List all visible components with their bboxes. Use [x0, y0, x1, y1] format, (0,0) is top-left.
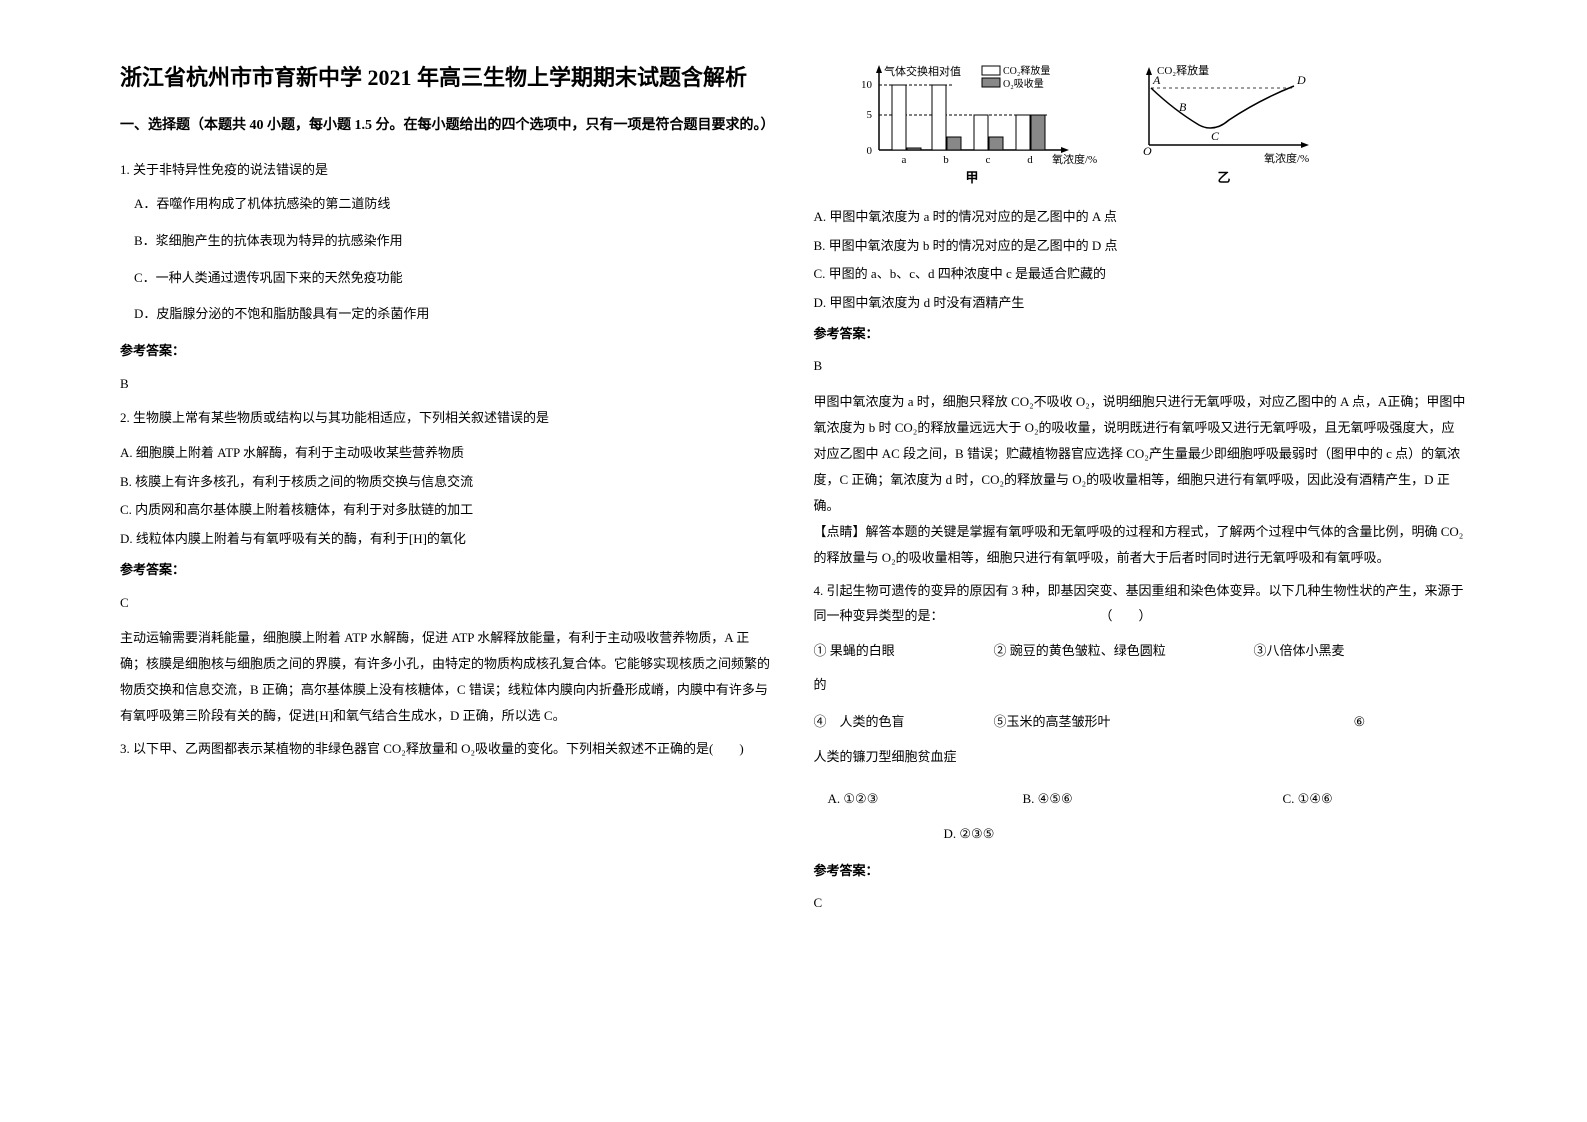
q2-answer-label: 参考答案： — [120, 558, 774, 583]
q4-items-row1: ① 果蝇的白眼 ② 豌豆的黄色皱粒、绿色圆粒 ③八倍体小黑麦 — [814, 639, 1468, 664]
svg-text:10: 10 — [861, 79, 873, 91]
chart-yi-svg: A B C D O CO₂释放量 氧浓度/% 乙 — [1129, 60, 1329, 190]
svg-text:0: 0 — [866, 145, 872, 157]
q1-text: 1. 关于非特异性免疫的说法错误的是 — [120, 158, 774, 183]
q4-item-4: ④ 人类的色盲 — [814, 710, 994, 735]
q2-explanation: 主动运输需要消耗能量，细胞膜上附着 ATP 水解酶，促进 ATP 水解释放能量，… — [120, 625, 774, 729]
q4-item-6b: 人类的镰刀型细胞贫血症 — [814, 745, 1468, 770]
q3-answer-label: 参考答案： — [814, 322, 1468, 347]
svg-text:D: D — [1296, 73, 1306, 87]
q2-answer: C — [120, 591, 774, 616]
q4-options-row1: A. ①②③ B. ④⑤⑥ C. ①④⑥ — [814, 787, 1468, 812]
svg-text:乙: 乙 — [1217, 170, 1230, 185]
q4-option-b: B. ④⑤⑥ — [1023, 787, 1283, 812]
question-4: 4. 引起生物可遗传的变异的原因有 3 种，即基因突变、基因重组和染色体变异。以… — [814, 579, 1468, 916]
svg-text:甲: 甲 — [965, 170, 978, 185]
section-header: 一、选择题（本题共 40 小题，每小题 1.5 分。在每小题给出的四个选项中，只… — [120, 115, 774, 137]
svg-text:5: 5 — [866, 109, 872, 121]
q1-option-d: D．皮脂腺分泌的不饱和脂肪酸具有一定的杀菌作用 — [134, 302, 774, 327]
svg-text:a: a — [901, 154, 906, 166]
q4-text: 4. 引起生物可遗传的变异的原因有 3 种，即基因突变、基因重组和染色体变异。以… — [814, 579, 1468, 628]
chart-jia-svg: 0 5 10 a b c d — [854, 60, 1099, 190]
q3-answer: B — [814, 354, 1468, 379]
chart-jia: 0 5 10 a b c d — [854, 60, 1099, 190]
q4-items-row2: ④ 人类的色盲 ⑤玉米的高茎皱形叶 ⑥ — [814, 710, 1468, 735]
q1-answer-label: 参考答案： — [120, 339, 774, 364]
question-3-part1: 3. 以下甲、乙两图都表示某植物的非绿色器官 CO₂释放量和 O₂吸收量的变化。… — [120, 737, 774, 762]
svg-text:CO₂释放量: CO₂释放量 — [1003, 64, 1050, 77]
left-column: 浙江省杭州市市育新中学 2021 年高三生物上学期期末试题含解析 一、选择题（本… — [100, 60, 794, 1062]
q4-answer: C — [814, 891, 1468, 916]
q2-option-b: B. 核膜上有许多核孔，有利于核质之间的物质交换与信息交流 — [120, 470, 774, 495]
q4-item-6: ⑥ — [1354, 710, 1366, 735]
q4-item-3b: 的 — [814, 673, 1468, 698]
svg-text:氧浓度/%: 氧浓度/% — [1264, 151, 1309, 165]
right-column: 0 5 10 a b c d — [794, 60, 1488, 1062]
q1-option-a: A．吞噬作用构成了机体抗感染的第二道防线 — [134, 192, 774, 217]
chart-yi: A B C D O CO₂释放量 氧浓度/% 乙 — [1129, 60, 1329, 190]
q4-option-a: A. ①②③ — [828, 787, 1023, 812]
q4-option-c: C. ①④⑥ — [1283, 787, 1333, 812]
q3-option-c: C. 甲图的 a、b、c、d 四种浓度中 c 是最适合贮藏的 — [814, 262, 1468, 287]
svg-text:B: B — [1179, 100, 1187, 114]
question-2: 2. 生物膜上常有某些物质或结构以与其功能相适应，下列相关叙述错误的是 A. 细… — [120, 406, 774, 729]
svg-text:气体交换相对值: 气体交换相对值 — [884, 64, 961, 78]
document-title: 浙江省杭州市市育新中学 2021 年高三生物上学期期末试题含解析 — [120, 60, 774, 95]
q2-option-a: A. 细胞膜上附着 ATP 水解酶，有利于主动吸收某些营养物质 — [120, 441, 774, 466]
q4-option-d: D. ②③⑤ — [944, 822, 1468, 847]
question-1: 1. 关于非特异性免疫的说法错误的是 A．吞噬作用构成了机体抗感染的第二道防线 … — [120, 158, 774, 397]
q1-option-b: B．浆细胞产生的抗体表现为特异的抗感染作用 — [134, 229, 774, 254]
q2-text: 2. 生物膜上常有某些物质或结构以与其功能相适应，下列相关叙述错误的是 — [120, 406, 774, 431]
q4-answer-label: 参考答案： — [814, 859, 1468, 884]
svg-text:c: c — [985, 154, 990, 166]
q4-item-3: ③八倍体小黑麦 — [1254, 639, 1345, 664]
q3-option-a: A. 甲图中氧浓度为 a 时的情况对应的是乙图中的 A 点 — [814, 205, 1468, 230]
q1-answer: B — [120, 372, 774, 397]
svg-text:d: d — [1027, 154, 1033, 166]
svg-text:O₂吸收量: O₂吸收量 — [1003, 77, 1044, 90]
q3-option-b: B. 甲图中氧浓度为 b 时的情况对应的是乙图中的 D 点 — [814, 234, 1468, 259]
svg-text:氧浓度/%: 氧浓度/% — [1052, 152, 1097, 166]
q2-option-d: D. 线粒体内膜上附着与有氧呼吸有关的酶，有利于[H]的氧化 — [120, 527, 774, 552]
q3-explanation2: 【点睛】解答本题的关键是掌握有氧呼吸和无氧呼吸的过程和方程式，了解两个过程中气体… — [814, 519, 1468, 571]
svg-text:C: C — [1211, 129, 1220, 143]
q3-option-d: D. 甲图中氧浓度为 d 时没有酒精产生 — [814, 291, 1468, 316]
svg-text:b: b — [943, 154, 949, 166]
svg-text:O: O — [1143, 144, 1152, 158]
q3-figures: 0 5 10 a b c d — [814, 60, 1468, 190]
q1-option-c: C．一种人类通过遗传巩固下来的天然免疫功能 — [134, 266, 774, 291]
question-3-part2: A. 甲图中氧浓度为 a 时的情况对应的是乙图中的 A 点 B. 甲图中氧浓度为… — [814, 205, 1468, 571]
q3-text: 3. 以下甲、乙两图都表示某植物的非绿色器官 CO₂释放量和 O₂吸收量的变化。… — [120, 737, 774, 762]
svg-text:CO₂释放量: CO₂释放量 — [1157, 63, 1209, 77]
q3-explanation1: 甲图中氧浓度为 a 时，细胞只释放 CO₂不吸收 O₂，说明细胞只进行无氧呼吸，… — [814, 389, 1468, 519]
q4-item-1: ① 果蝇的白眼 — [814, 639, 994, 664]
q4-item-2: ② 豌豆的黄色皱粒、绿色圆粒 — [994, 639, 1254, 664]
q2-option-c: C. 内质网和高尔基体膜上附着核糖体，有利于对多肽链的加工 — [120, 498, 774, 523]
q4-item-5: ⑤玉米的高茎皱形叶 — [994, 710, 1354, 735]
